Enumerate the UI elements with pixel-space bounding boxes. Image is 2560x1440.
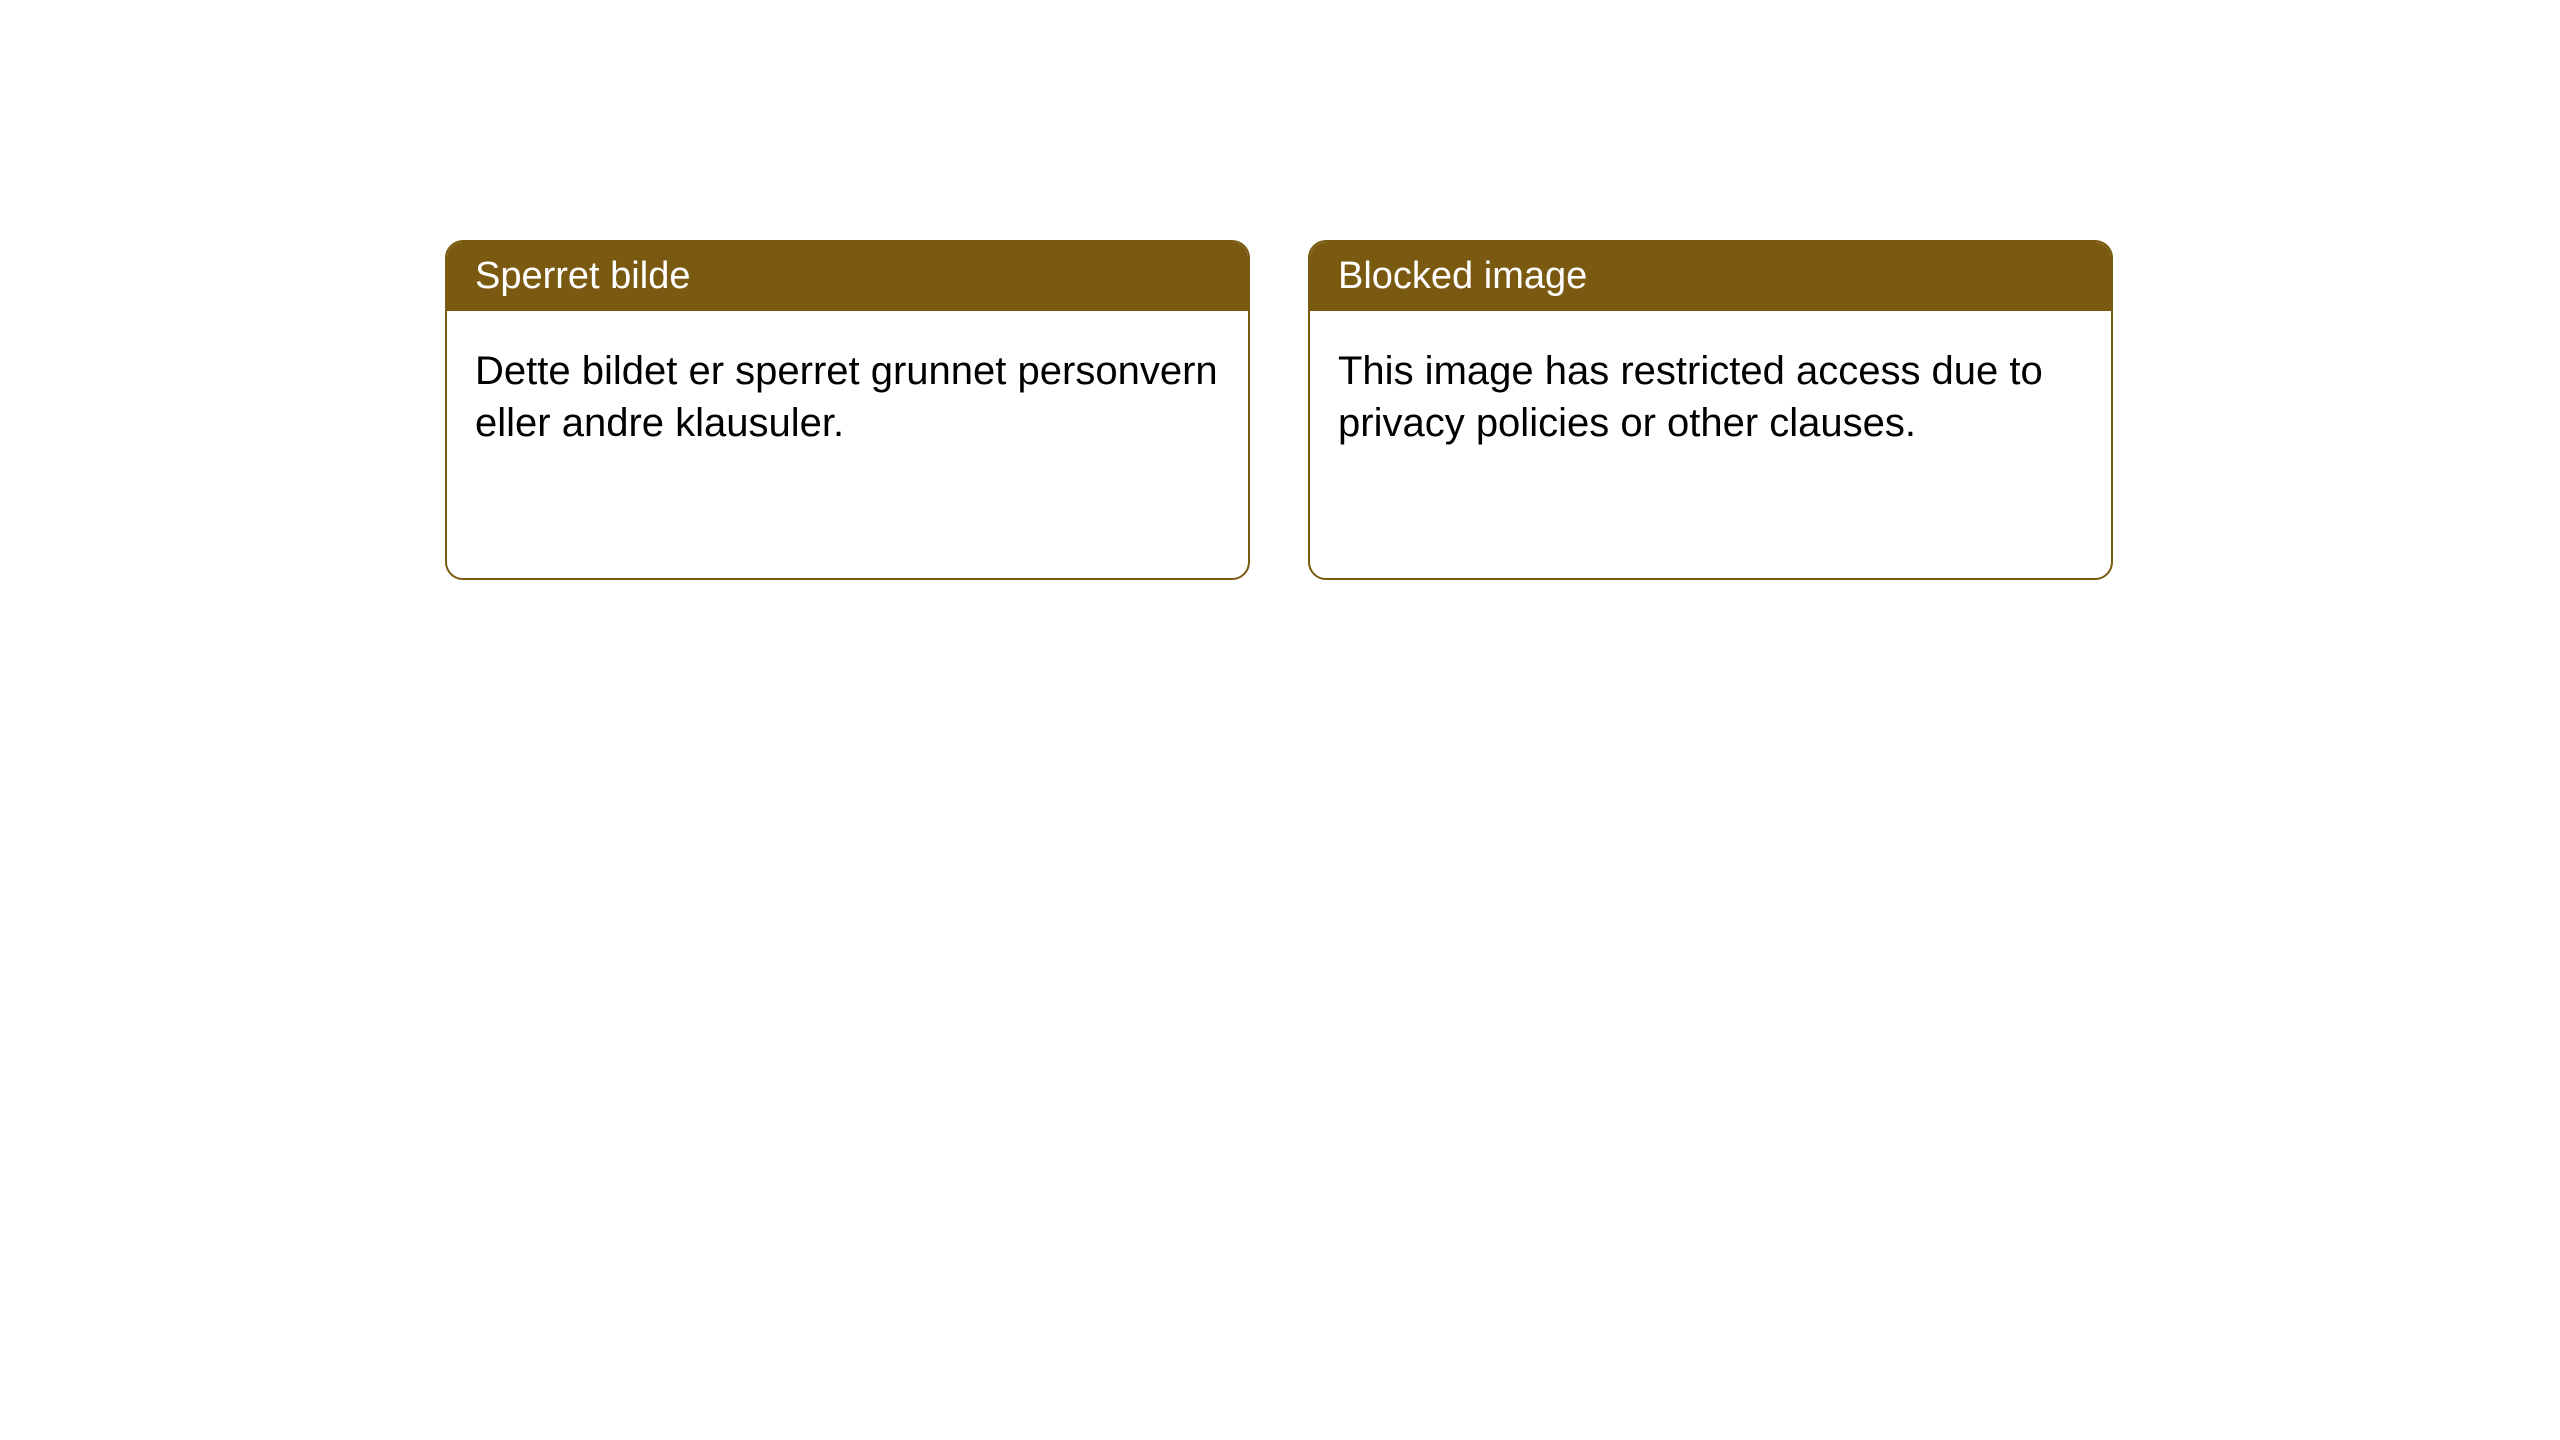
card-body-text: This image has restricted access due to … bbox=[1338, 349, 2043, 445]
card-title: Blocked image bbox=[1338, 255, 1587, 297]
card-body: Dette bildet er sperret grunnet personve… bbox=[447, 311, 1248, 483]
card-header: Blocked image bbox=[1310, 242, 2111, 311]
card-header: Sperret bilde bbox=[447, 242, 1248, 311]
card-title: Sperret bilde bbox=[475, 255, 690, 297]
notice-card-norwegian: Sperret bilde Dette bildet er sperret gr… bbox=[445, 240, 1250, 580]
notice-card-english: Blocked image This image has restricted … bbox=[1308, 240, 2113, 580]
card-body-text: Dette bildet er sperret grunnet personve… bbox=[475, 349, 1218, 445]
notice-cards-container: Sperret bilde Dette bildet er sperret gr… bbox=[445, 240, 2113, 580]
card-body: This image has restricted access due to … bbox=[1310, 311, 2111, 483]
